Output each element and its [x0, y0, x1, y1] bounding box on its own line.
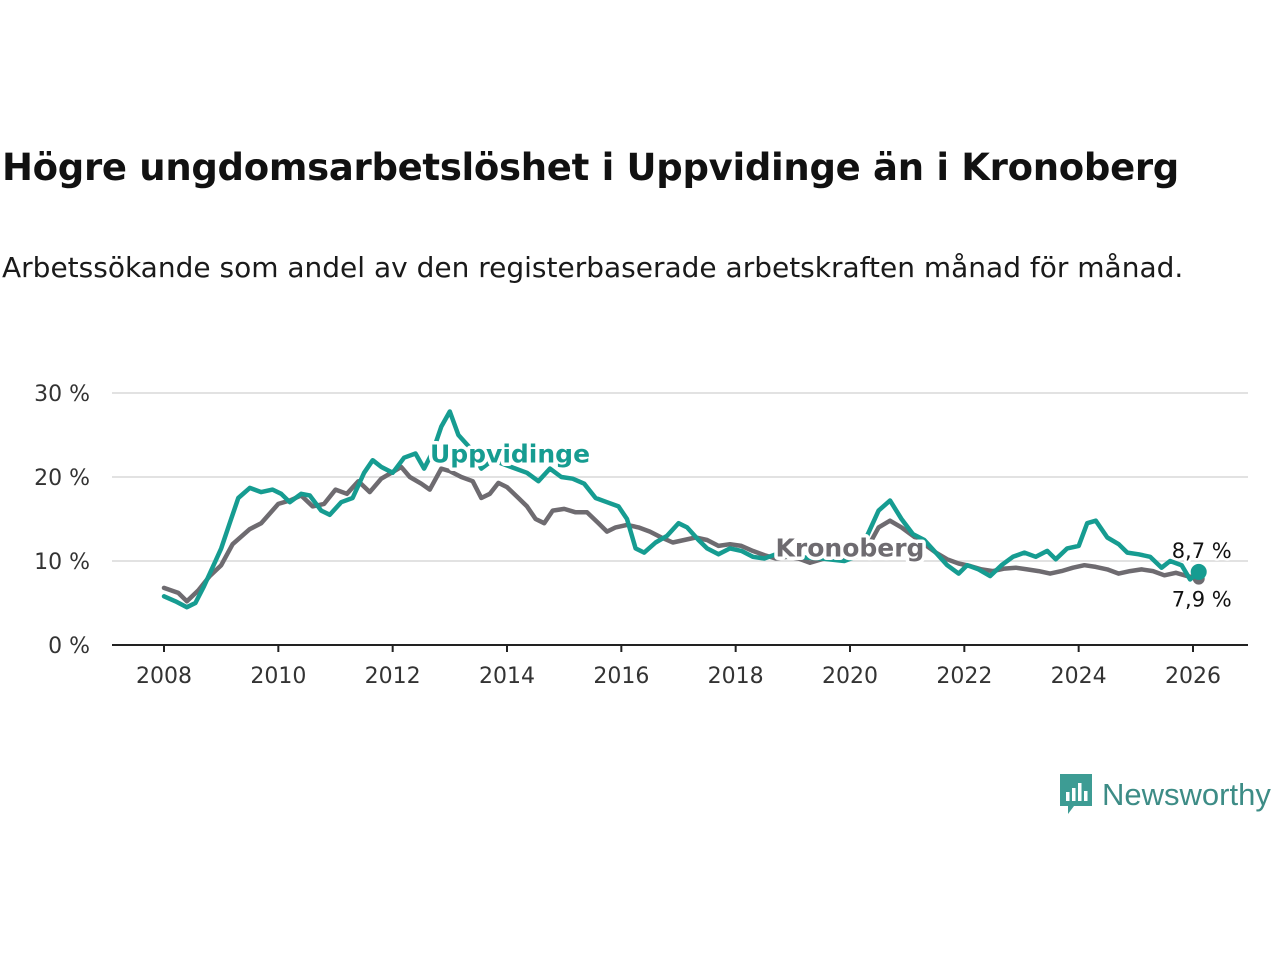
end-marker-uppvidinge — [1190, 563, 1207, 580]
end-value-label-kronoberg: 7,9 % — [1172, 588, 1232, 612]
x-tick-label: 2012 — [365, 664, 421, 689]
series-lines — [161, 409, 1207, 610]
x-tick-label: 2020 — [822, 664, 878, 689]
series-label-halo: Uppvidinge — [430, 439, 590, 468]
brand-name: Newsworthy — [1102, 777, 1271, 812]
x-tick-label: 2026 — [1165, 664, 1221, 689]
x-tick-label: 2016 — [593, 664, 649, 689]
chart-title: Högre ungdomsarbetslöshet i Uppvidinge ä… — [2, 146, 1179, 189]
end-label-halo: 8,7 % — [1172, 539, 1232, 563]
end-label-halo: 7,9 % — [1172, 588, 1232, 612]
series-label-uppvidinge: Uppvidinge — [430, 439, 590, 468]
x-axis: 2008 2010 2012 2014 2016 2018 2020 2022 2024 2026 — [112, 644, 1248, 689]
x-tick-label: 2008 — [136, 664, 192, 689]
newsworthy-bars-icon — [1060, 774, 1092, 814]
y-tick-label: 20 % — [34, 466, 90, 491]
newsworthy-logo[interactable]: Newsworthy — [1058, 772, 1271, 818]
grid-lines: 0 % 10 % 20 % 30 % — [34, 382, 1248, 659]
x-tick-label: 2014 — [479, 664, 535, 689]
series-line-kronoberg — [161, 464, 1201, 604]
series-line-uppvidinge — [161, 409, 1201, 610]
y-tick-label: 0 % — [48, 634, 90, 659]
x-tick-label: 2024 — [1051, 664, 1107, 689]
series-label-halo: Kronoberg — [776, 534, 925, 563]
line-chart: 0 % 10 % 20 % 30 % 2008 2010 2012 2014 2016 2018… — [34, 382, 1248, 689]
y-tick-label: 30 % — [34, 382, 90, 407]
end-value-label-uppvidinge: 8,7 % — [1172, 539, 1232, 563]
x-tick-label: 2022 — [936, 664, 992, 689]
y-tick-label: 10 % — [34, 550, 90, 575]
x-tick-label: 2018 — [708, 664, 764, 689]
series-label-kronoberg: Kronoberg — [776, 534, 925, 563]
x-tick-label: 2010 — [250, 664, 306, 689]
chart-subtitle: Arbetssökande som andel av den registerb… — [2, 251, 1184, 284]
